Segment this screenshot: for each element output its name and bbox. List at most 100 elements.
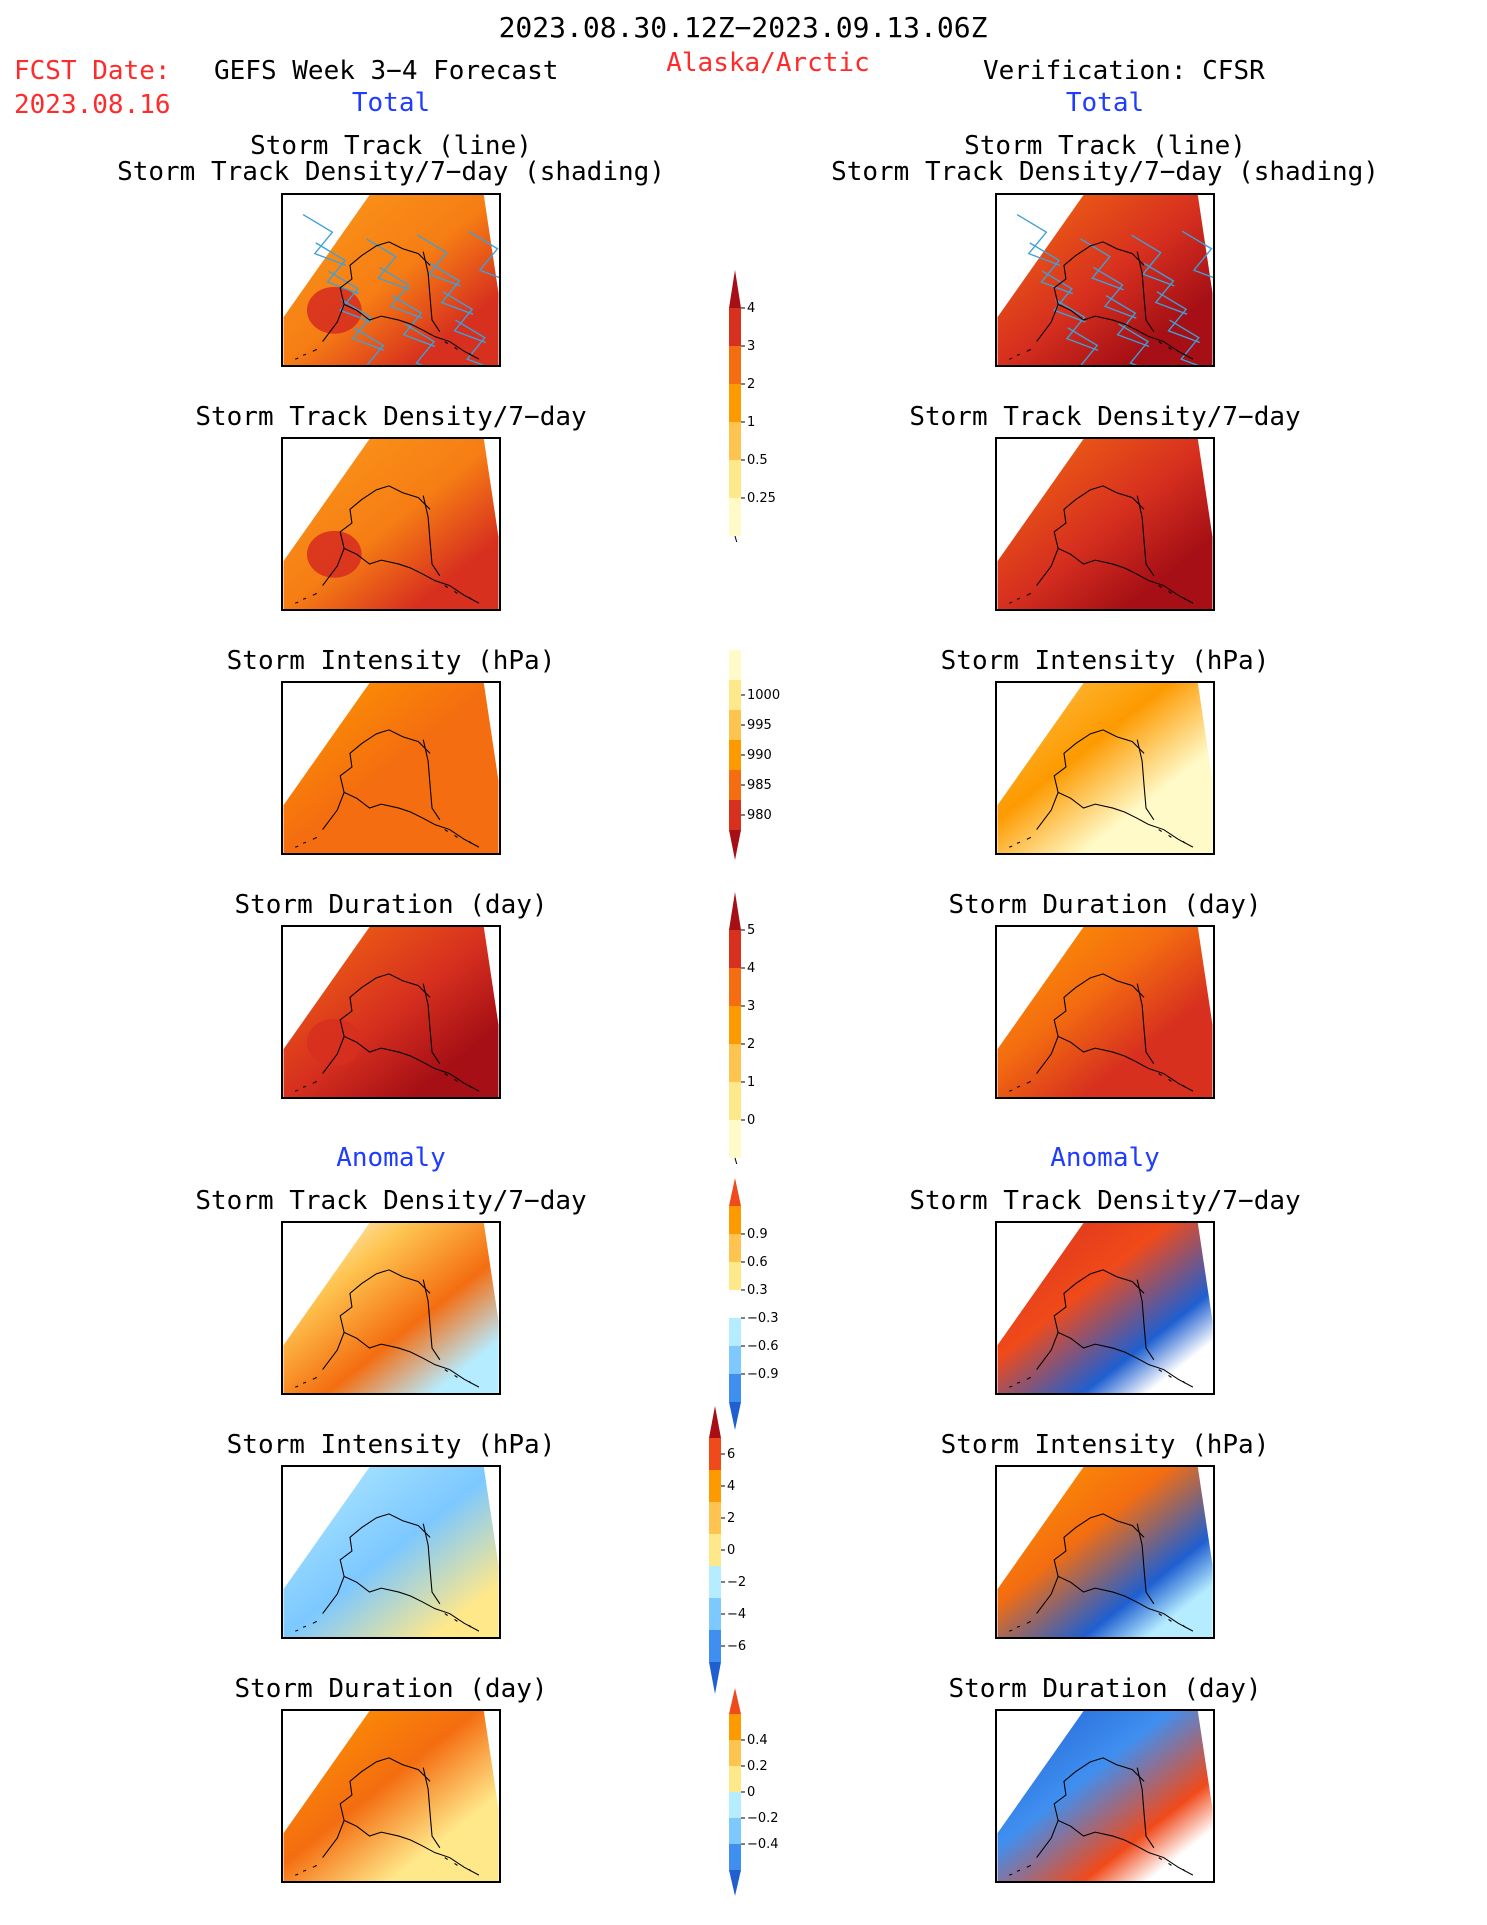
colorbar-label: 985 xyxy=(747,778,772,793)
map-panel-density-anom-forecast xyxy=(281,1221,501,1395)
colorbar-label: 4 xyxy=(747,961,755,976)
colorbar-swatch xyxy=(709,1502,721,1534)
colorbar-label: 0 xyxy=(747,1113,755,1128)
colorbar-label: 2 xyxy=(747,1037,755,1052)
colorbar-swatch xyxy=(729,1044,741,1082)
title-duration-anom-right: Storm Duration (day) xyxy=(948,1674,1262,1704)
colorbar-swatch xyxy=(729,1714,741,1740)
colorbar-label: 0.9 xyxy=(747,1227,768,1242)
colorbar-swatch xyxy=(729,892,741,930)
colorbar-swatch xyxy=(729,800,741,830)
border-line xyxy=(1136,1523,1155,1605)
border-line xyxy=(1136,495,1155,577)
colorbar-intensity-anomaly: 6 4 2 0 −2 −4 −6 xyxy=(709,1406,746,1694)
colorbar-label: −0.6 xyxy=(747,1339,779,1354)
colorbar-swatch xyxy=(729,1844,741,1870)
map-panel-duration-verification xyxy=(995,925,1215,1099)
colorbar-swatch xyxy=(709,1662,721,1694)
colorbar-label: 0.5 xyxy=(747,453,768,468)
coastline xyxy=(1009,341,1186,360)
shaded-field xyxy=(997,683,1213,853)
coastline xyxy=(1036,973,1194,1092)
storm-track-lines xyxy=(302,213,499,365)
colorbar-swatch xyxy=(729,740,741,770)
border-line xyxy=(422,983,441,1065)
colorbar-tail xyxy=(734,535,738,542)
coastline xyxy=(1036,1757,1194,1876)
coastline xyxy=(322,1269,480,1388)
title-track-shading-right: Storm Track Density/7−day (shading) xyxy=(831,157,1379,187)
section-total-left: Total xyxy=(351,88,431,118)
colorbar-swatch xyxy=(729,1740,741,1766)
colorbar-swatch xyxy=(729,1374,741,1402)
map-panel-density-forecast xyxy=(281,437,501,611)
colorbar-swatch xyxy=(709,1630,721,1662)
colorbar-swatch xyxy=(709,1534,721,1566)
colorbar-label: 1000 xyxy=(747,688,780,703)
colorbar-label: 3 xyxy=(747,339,755,354)
colorbar-swatch xyxy=(729,1082,741,1120)
shaded-field xyxy=(997,1711,1213,1881)
colorbar-label: 4 xyxy=(727,1479,735,1494)
colorbar-label: 5 xyxy=(747,923,755,938)
title-duration-right: Storm Duration (day) xyxy=(948,890,1262,920)
colorbar-swatch xyxy=(729,422,741,460)
density-maximum xyxy=(306,286,362,334)
map-panel-duration-forecast xyxy=(281,925,501,1099)
colorbar-label: 0.3 xyxy=(747,1283,768,1298)
coastline xyxy=(1036,1269,1194,1388)
title-intensity-anom-right: Storm Intensity (hPa) xyxy=(940,1430,1270,1460)
colorbar-duration-anomaly: 0.4 0.2 0 −0.2 −0.4 xyxy=(729,1688,779,1896)
colorbar-swatch xyxy=(729,1766,741,1792)
storm-track-lines xyxy=(1016,213,1213,365)
colorbar-swatch xyxy=(729,1290,741,1318)
colorbar-label: 0.2 xyxy=(747,1759,768,1774)
colorbar-swatch xyxy=(729,460,741,498)
coastline xyxy=(322,973,480,1092)
shaded-field xyxy=(283,927,499,1097)
colorbar-swatch xyxy=(729,1262,741,1290)
coastline xyxy=(295,1613,472,1632)
shaded-field xyxy=(997,1467,1213,1637)
coastline xyxy=(295,829,472,848)
colorbar-swatch xyxy=(709,1566,721,1598)
colorbar-label: −0.4 xyxy=(747,1837,779,1852)
title-duration-anom-left: Storm Duration (day) xyxy=(234,1674,548,1704)
title-density-left: Storm Track Density/7−day xyxy=(195,402,587,432)
colorbar-swatch xyxy=(729,498,741,536)
date-range-title: 2023.08.30.12Z−2023.09.13.06Z xyxy=(498,11,988,44)
colorbar-swatch xyxy=(729,1234,741,1262)
title-duration-left: Storm Duration (day) xyxy=(234,890,548,920)
title-density-anom-left: Storm Track Density/7−day xyxy=(195,1186,587,1216)
colorbar-density-anomaly: 0.9 0.6 0.3 −0.3 −0.6 −0.9 xyxy=(729,1178,779,1430)
border-line xyxy=(422,1767,441,1849)
shaded-field xyxy=(283,1711,499,1881)
title-intensity-left: Storm Intensity (hPa) xyxy=(226,646,556,676)
colorbar-swatch xyxy=(729,1818,741,1844)
verification-title: Verification: CFSR xyxy=(983,56,1265,86)
colorbar-swatch xyxy=(709,1438,721,1470)
region-title: Alaska/Arctic xyxy=(666,48,870,78)
title-track-line-right: Storm Track (line) xyxy=(964,131,1246,161)
coastline xyxy=(1009,585,1186,604)
colorbar-label: −0.3 xyxy=(747,1311,779,1326)
colorbar-label: 2 xyxy=(727,1511,735,1526)
coastline xyxy=(1036,241,1194,360)
colorbar-label: 0.25 xyxy=(747,491,776,506)
border-line xyxy=(422,1523,441,1605)
colorbar-label: −0.9 xyxy=(747,1367,779,1382)
colorbar-label: 3 xyxy=(747,999,755,1014)
colorbar-swatch xyxy=(729,1870,741,1896)
colorbar-density: 4 3 2 1 0.5 0.25 xyxy=(729,270,776,542)
colorbar-swatch xyxy=(729,710,741,740)
colorbar-tail xyxy=(734,1157,738,1164)
coastline xyxy=(295,1369,472,1388)
coastline xyxy=(1009,829,1186,848)
colorbar-label: −6 xyxy=(727,1639,746,1654)
shaded-field xyxy=(997,195,1213,365)
colorbar-swatch xyxy=(729,1120,741,1158)
colorbar-swatch xyxy=(729,930,741,968)
colorbar-label: 0 xyxy=(747,1785,755,1800)
colorbar-swatch xyxy=(729,308,741,346)
colorbar-swatch xyxy=(729,680,741,710)
